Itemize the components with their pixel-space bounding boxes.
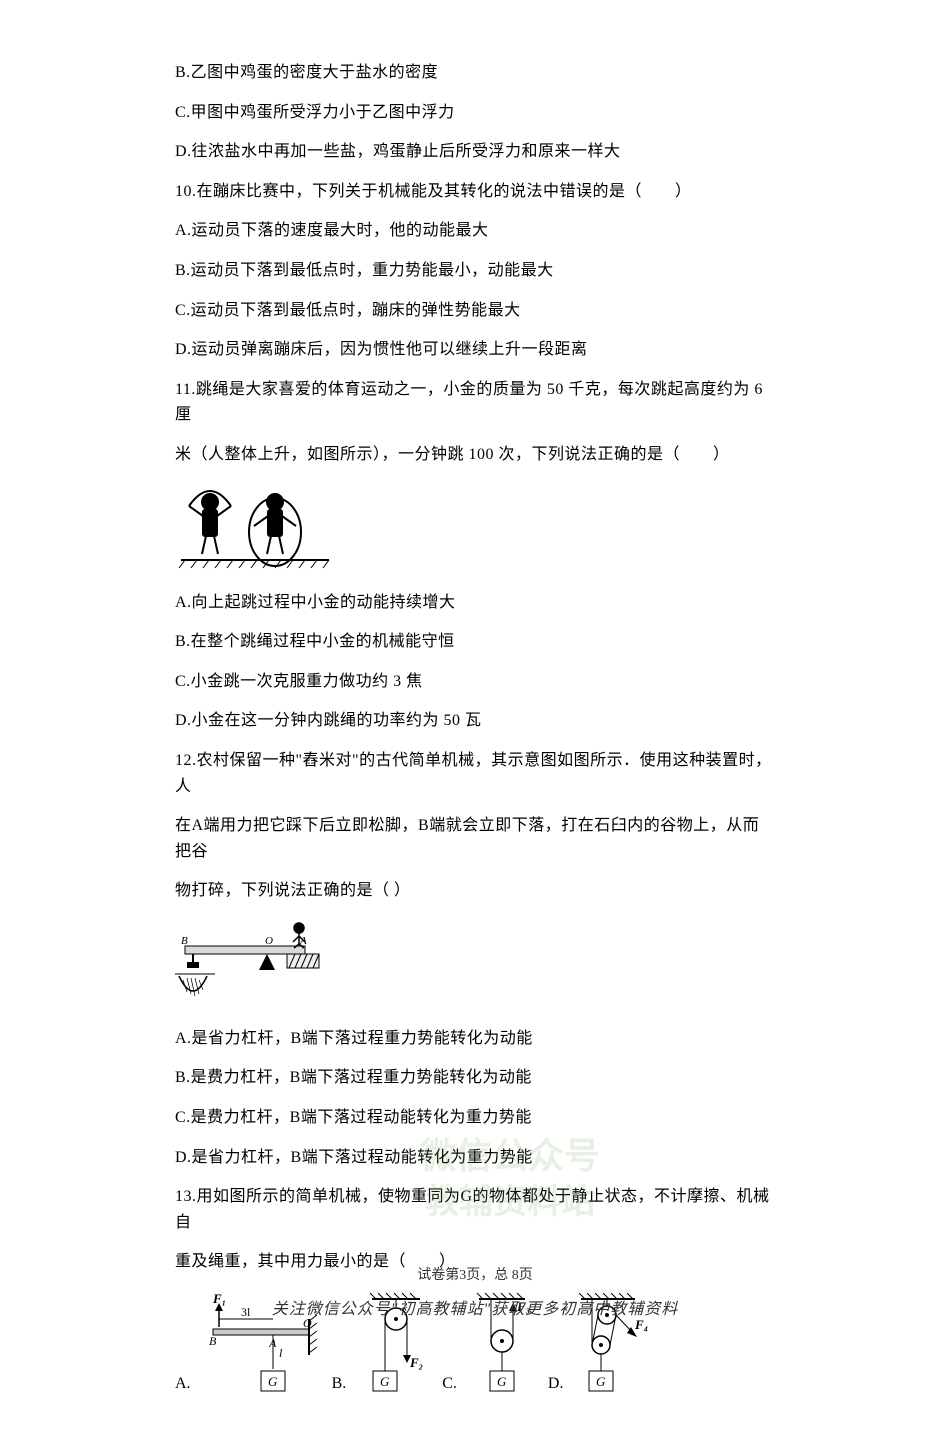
q12-figure: O A B — [175, 918, 775, 1008]
q10-option-a: A.运动员下落的速度最大时，他的动能最大 — [175, 218, 775, 244]
q10-option-c: C.运动员下落到最低点时，蹦床的弹性势能最大 — [175, 298, 775, 324]
svg-text:G: G — [380, 1374, 390, 1389]
q12-option-d: D.是省力杠杆，B端下落过程动能转化为重力势能 — [175, 1145, 775, 1171]
q9-option-c: C.甲图中鸡蛋所受浮力小于乙图中浮力 — [175, 100, 775, 126]
q12-option-a: A.是省力杠杆，B端下落过程重力势能转化为动能 — [175, 1026, 775, 1052]
q10-stem: 10.在蹦床比赛中，下列关于机械能及其转化的说法中错误的是（ ） — [175, 179, 775, 205]
q11-figure — [175, 482, 775, 572]
q11-option-d: D.小金在这一分钟内跳绳的功率约为 50 瓦 — [175, 708, 775, 734]
page-footer: 试卷第3页，总 8页 — [0, 1264, 950, 1284]
q11-option-b: B.在整个跳绳过程中小金的机械能守恒 — [175, 629, 775, 655]
q12-option-c: C.是费力杠杆，B端下落过程动能转化为重力势能 — [175, 1105, 775, 1131]
q10-option-d: D.运动员弹离蹦床后，因为惯性他可以继续上升一段距离 — [175, 337, 775, 363]
q9-option-b: B.乙图中鸡蛋的密度大于盐水的密度 — [175, 60, 775, 86]
svg-text:O: O — [265, 935, 273, 947]
q11-option-a: A.向上起跳过程中小金的动能持续增大 — [175, 590, 775, 616]
svg-text:F₂: F₂ — [409, 1355, 423, 1370]
q11-option-c: C.小金跳一次克服重力做功约 3 焦 — [175, 669, 775, 695]
q12-option-b: B.是费力杠杆，B端下落过程重力势能转化为动能 — [175, 1065, 775, 1091]
q12-stem-3: 物打碎，下列说法正确的是（ ） — [175, 878, 775, 904]
q12-stem-2: 在A端用力把它踩下后立即松脚，B端就会立即下落，打在石臼内的谷物上，从而把谷 — [175, 813, 775, 864]
q11-stem-2: 米（人整体上升，如图所示），一分钟跳 100 次，下列说法正确的是（ ） — [175, 442, 775, 468]
svg-text:F₄: F₄ — [634, 1317, 648, 1332]
q13-stem-1: 13.用如图所示的简单机械，使物重同为G的物体都处于静止状态，不计摩擦、机械自 — [175, 1184, 775, 1235]
svg-text:G: G — [596, 1374, 606, 1389]
q9-option-d: D.往浓盐水中再加一些盐，鸡蛋静止后所受浮力和原来一样大 — [175, 139, 775, 165]
svg-text:G: G — [497, 1374, 507, 1389]
svg-text:G: G — [268, 1374, 278, 1389]
bottom-note: 关注微信公众号"初高教辅站"获取更多初高中教辅资料 — [0, 1295, 950, 1319]
q12-stem-1: 12.农村保留一种"舂米对"的古代简单机械，其示意图如图所示．使用这种装置时，人 — [175, 748, 775, 799]
q13-label-b: B. — [332, 1375, 347, 1399]
page-content: B.乙图中鸡蛋的密度大于盐水的密度 C.甲图中鸡蛋所受浮力小于乙图中浮力 D.往… — [0, 0, 950, 1439]
q13-label-a: A. — [175, 1375, 191, 1399]
q11-stem-1: 11.跳绳是大家喜爱的体育运动之一，小金的质量为 50 千克，每次跳起高度约为 … — [175, 377, 775, 428]
svg-text:B: B — [209, 1334, 217, 1348]
svg-text:B: B — [181, 935, 188, 947]
q13-label-c: C. — [442, 1375, 457, 1399]
q10-option-b: B.运动员下落到最低点时，重力势能最小，动能最大 — [175, 258, 775, 284]
svg-text:l: l — [279, 1346, 283, 1360]
q13-label-d: D. — [548, 1375, 564, 1399]
